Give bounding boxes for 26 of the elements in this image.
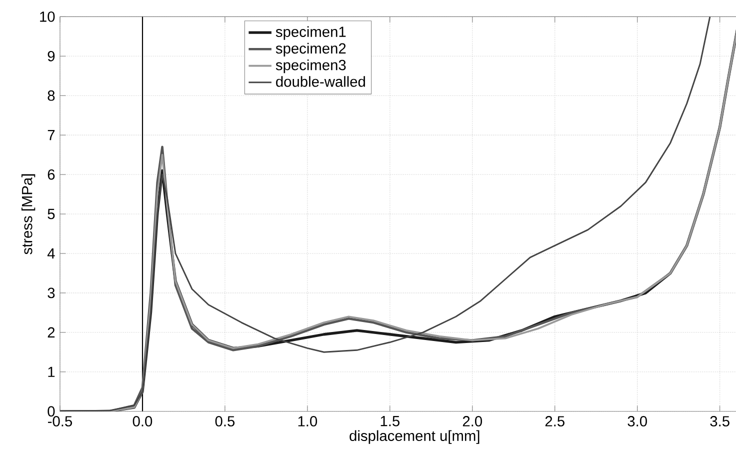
y-tick-label: 9 (48, 50, 55, 62)
y-tick-label: 1 (48, 366, 55, 377)
x-tick-label: 3.0 (628, 416, 647, 426)
legend-label: specimen2 (276, 42, 346, 56)
x-tick-label: 0.0 (132, 416, 152, 426)
x-tick-label: 2.0 (462, 416, 482, 426)
x-tick-label: -0.5 (48, 416, 72, 426)
y-tick-label: 5 (48, 208, 55, 220)
x-tick-label: 1.0 (298, 416, 318, 426)
y-tick-label: 0 (48, 406, 55, 417)
y-tick-label: 10 (40, 11, 55, 22)
y-tick-label: 4 (47, 248, 55, 259)
y-tick-label: 7 (48, 130, 55, 140)
y-tick-label: 3 (48, 288, 55, 298)
legend-label: specimen3 (276, 59, 346, 74)
y-tick-label: 6 (48, 169, 55, 180)
y-tick-label: 8 (48, 90, 55, 101)
x-tick-label: 3.5 (710, 416, 730, 426)
y-axis-title: stress [MPa] (21, 174, 36, 254)
legend-label: specimen1 (276, 26, 346, 40)
x-axis-title: displacement u[mm] (350, 430, 480, 444)
x-tick-label: 2.5 (545, 416, 564, 426)
x-tick-label: 1.5 (380, 416, 400, 426)
legend-label: double-walled (276, 76, 365, 87)
x-tick-label: 0.5 (215, 416, 235, 426)
y-tick-label: 2 (48, 327, 55, 338)
